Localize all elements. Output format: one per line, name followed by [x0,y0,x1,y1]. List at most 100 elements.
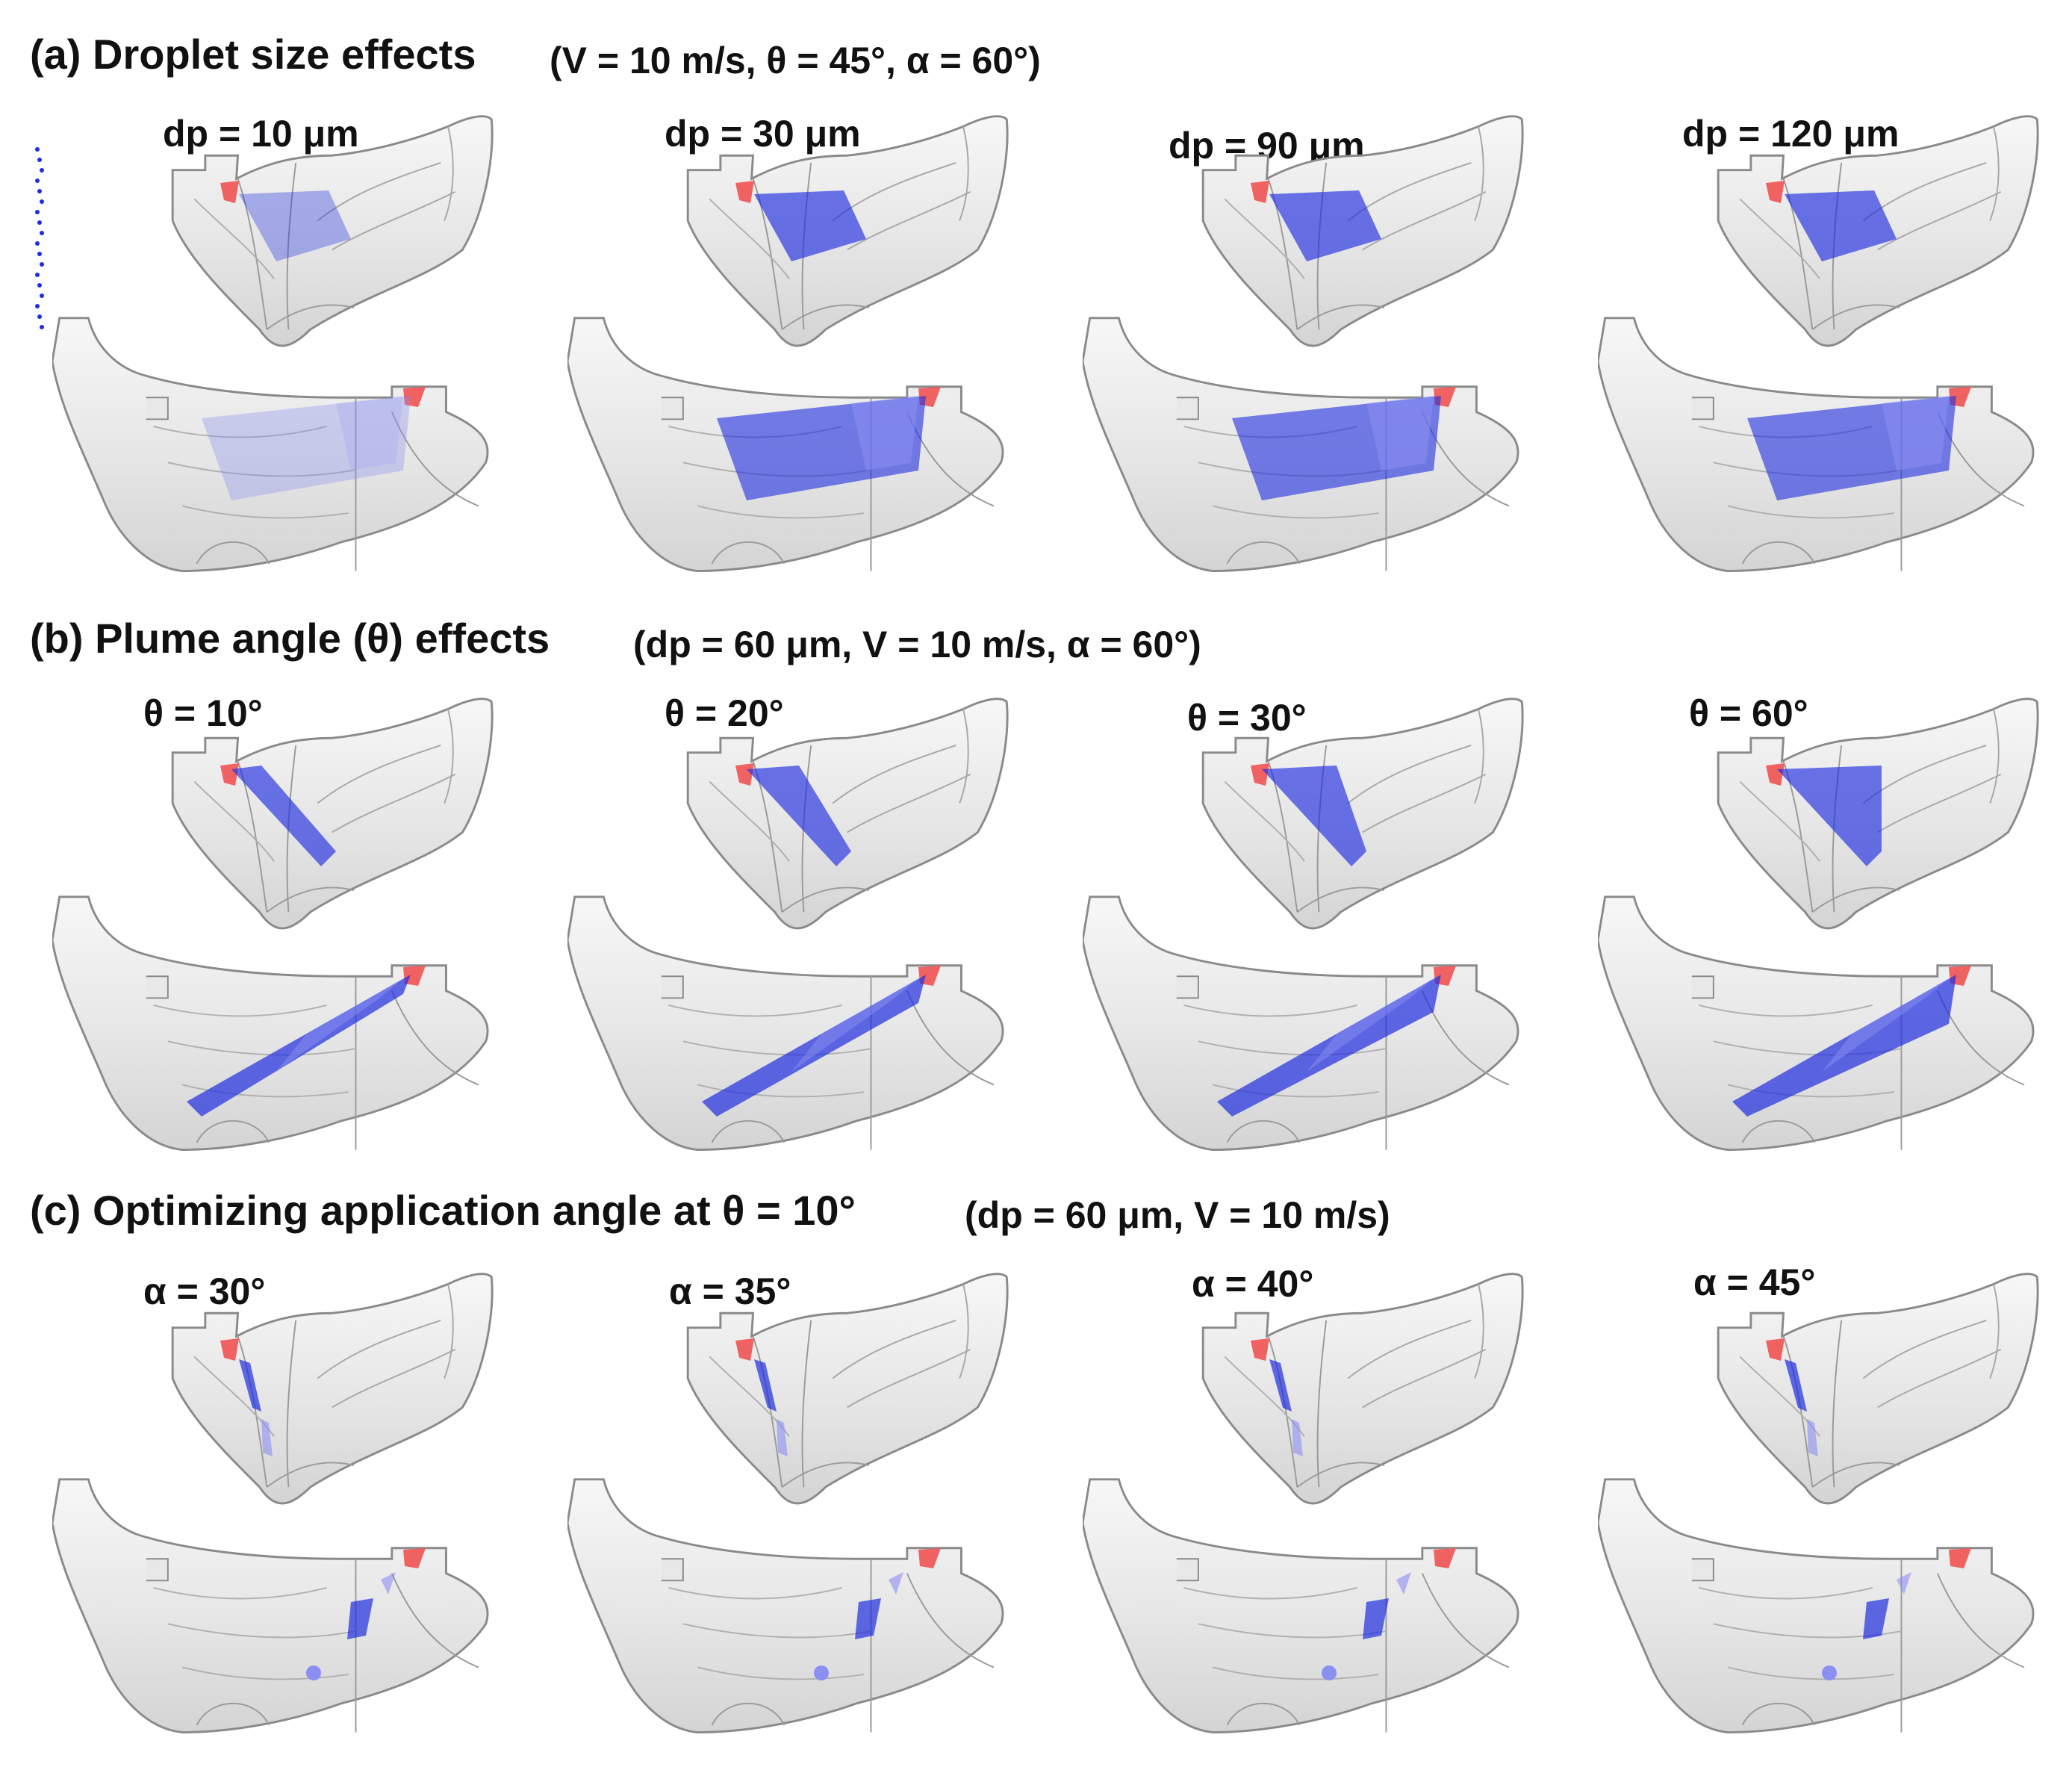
panel-c4-upper-deposit [1785,1359,1807,1412]
panel-c1-upper-deposit-light [261,1419,273,1456]
panel-c4-upper-deposit-light [1807,1419,1818,1456]
panel-b3-label: θ = 30° [1187,697,1307,739]
panel-a3-upper-deposit [1269,190,1381,261]
panel-b1-lower-nozzle [403,966,426,986]
section-b-title: (b) Plume angle (θ) effects [30,615,550,662]
panel-b1-upper-deposit [231,766,336,866]
panel-b3-lower-nozzle [1434,966,1456,986]
panel-c3-upper-deposit [1269,1359,1292,1412]
panel-c1-upper-deposit [239,1359,261,1412]
panel-a1-upper-nozzle [220,181,239,203]
stray-droplet-15 [35,304,40,308]
panel-a4-upper-nozzle [1766,181,1785,203]
panel-a1-lower-deposit-light [336,396,403,471]
panel-b2-upper-deposit [747,766,851,866]
stray-droplet-2 [40,168,44,173]
panel-a4-lower-deposit [1747,396,1956,500]
panel-a4-lower-cavity [1598,317,2035,573]
stray-droplet-7 [37,220,42,225]
stray-droplet-14 [40,294,44,298]
panel-b1-upper-nozzle [220,763,239,786]
panel-c2-lower-deposit [855,1598,881,1639]
panel-a1-upper-deposit [239,190,351,261]
panel-b2-lower-deposit-light [791,978,918,1072]
panel-a3-label: dp = 90 μm [1169,125,1365,167]
panel-b4-upper-deposit [1777,766,1882,866]
panel-a3-lower-nozzle [1434,387,1456,407]
panel-c2-lower-deposit-light [889,1572,903,1595]
panel-a4-upper-deposit [1785,190,1897,261]
panel-c4-lower-deposit-dot [1822,1665,1837,1680]
stray-droplet-3 [35,178,40,183]
panel-b3-upper-deposit [1262,766,1366,866]
panel-a3-lower-deposit-light [1366,396,1434,471]
section-b-params: (dp = 60 μm, V = 10 m/s, α = 60°) [633,624,1201,665]
panel-b1-lower-deposit [187,975,411,1117]
panel-b4-lower-deposit-light [1822,978,1949,1072]
panel-b3-upper-nozzle [1251,763,1269,786]
panel-b4-lower-cavity [1598,895,2035,1152]
panel-b1-label: θ = 10° [143,692,263,734]
panel-c1-lower-deposit-dot [306,1665,321,1680]
panel-c4-label: α = 45° [1693,1261,1816,1303]
panel-c3-lower-deposit [1363,1598,1389,1639]
panel-a2-label: dp = 30 μm [665,113,861,155]
panel-c1-lower-deposit [347,1598,373,1639]
panel-b2-label: θ = 20° [665,692,784,734]
stray-droplet-9 [35,241,40,246]
section-c-title: (c) Optimizing application angle at θ = … [30,1187,856,1234]
panel-c4-lower-deposit [1863,1598,1889,1639]
panel-c1-lower-cavity [52,1478,489,1734]
panel-b1-lower-cavity [52,895,489,1152]
panel-c3-lower-deposit-dot [1322,1665,1337,1680]
panel-c1-lower-nozzle [403,1548,426,1568]
stray-droplet-12 [35,273,40,277]
panel-c3-upper-deposit-light [1292,1419,1303,1456]
stray-droplet-17 [40,325,44,329]
panel-b3-lower-cavity [1083,895,1519,1152]
panel-a3-upper-nozzle [1251,181,1269,203]
panel-a2-lower-cavity [567,317,1004,573]
panel-b3-lower-deposit-light [1307,978,1434,1072]
panel-a1-label: dp = 10 μm [163,113,359,155]
panel-b4-label: θ = 60° [1689,692,1808,734]
panel-b3-lower-deposit [1217,975,1441,1117]
panel-c3-lower-deposit-light [1396,1572,1411,1595]
panel-c3-lower-cavity [1083,1478,1519,1734]
panel-a2-lower-nozzle [918,387,941,407]
panel-c2-lower-nozzle [918,1548,941,1568]
stray-droplet-10 [37,252,42,256]
panel-a1-lower-deposit [202,396,411,500]
panel-a1-lower-nozzle [403,387,426,407]
stray-droplet-11 [40,262,44,267]
panel-c2-lower-deposit-dot [814,1665,829,1680]
section-c-params: (dp = 60 μm, V = 10 m/s) [965,1194,1390,1236]
panel-c3-upper-nozzle [1251,1338,1269,1361]
panel-b2-upper-nozzle [735,763,754,786]
panel-c1-upper-nozzle [220,1338,239,1361]
panel-b2-lower-nozzle [918,966,941,986]
stray-droplet-0 [35,147,40,152]
panel-c3-label: α = 40° [1192,1263,1314,1305]
panel-b2-lower-deposit [702,975,926,1117]
panel-c4-upper-nozzle [1766,1338,1785,1361]
panel-b2-lower-cavity [567,895,1004,1152]
stray-droplet-5 [40,199,44,204]
stray-droplet-6 [35,210,40,214]
panel-a4-lower-nozzle [1949,387,1971,407]
panel-c2-upper-nozzle [735,1338,754,1361]
stray-droplet-13 [37,283,42,288]
panel-c4-lower-deposit-light [1897,1572,1911,1595]
panel-a2-upper-deposit [754,190,866,261]
panel-c4-lower-cavity [1598,1478,2035,1734]
panel-a3-lower-deposit [1232,396,1441,500]
panel-b4-lower-deposit [1732,975,1956,1117]
panel-a2-upper-nozzle [735,181,754,203]
panel-c3-upper-cavity [1201,1273,1524,1505]
panel-c4-upper-cavity [1717,1273,2039,1505]
panel-a4-lower-deposit-light [1882,396,1949,471]
section-a-params: (V = 10 m/s, θ = 45°, α = 60°) [550,40,1041,81]
panel-c2-upper-deposit-light [777,1419,788,1456]
panel-c2-label: α = 35° [669,1270,791,1312]
